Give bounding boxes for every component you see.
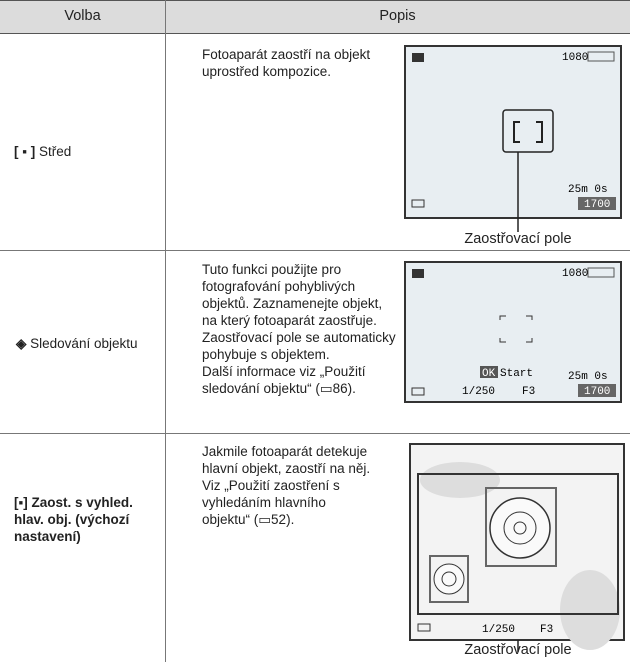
indicator: F3 bbox=[522, 386, 535, 398]
reference: Viz „Použití zaostření s vyhledáním hlav… bbox=[202, 478, 340, 527]
column-divider bbox=[165, 0, 166, 662]
description-text: Jakmile fotoaparát detekuje hlavní objek… bbox=[202, 444, 371, 476]
reference: ). bbox=[347, 381, 356, 396]
option-text: Sledování objektu bbox=[30, 336, 138, 351]
indicator: 25m 0s bbox=[568, 371, 608, 383]
caption: Zaostřovací pole bbox=[464, 231, 572, 247]
camera-screen: 1080 OK Start 25m 0s 1/250 F3 1700 bbox=[404, 261, 622, 403]
indicator: F3 bbox=[540, 624, 553, 636]
reference: ). bbox=[286, 512, 295, 527]
row-divider bbox=[0, 433, 630, 434]
option-text: Střed bbox=[39, 144, 72, 159]
option: [▪] Zaost. s vyhled. hlav. obj. (výchozí… bbox=[14, 495, 133, 544]
indicator: Start bbox=[500, 368, 533, 380]
description: Fotoaparát zaostří na objekt uprostřed k… bbox=[202, 47, 371, 79]
camera-screen: 1/250 F3 bbox=[409, 443, 625, 652]
indicator: 1/250 bbox=[462, 386, 495, 398]
description-text: Tuto funkci použijte pro fotografování p… bbox=[202, 262, 396, 362]
header-cell: Popis bbox=[379, 8, 416, 24]
reference: Další informace viz „Použití sledování o… bbox=[202, 364, 366, 396]
page-ref: 86 bbox=[332, 381, 348, 396]
row-divider bbox=[0, 250, 630, 251]
indicator: 1080 bbox=[562, 52, 588, 64]
description: Tuto funkci použijte pro fotografování p… bbox=[202, 262, 396, 396]
indicator: 1700 bbox=[584, 199, 610, 211]
camera-screen: 1080 25m 0s 1700 bbox=[404, 45, 622, 232]
indicator: 25m 0s bbox=[568, 184, 608, 196]
option: [ ▪ ] Střed bbox=[14, 144, 72, 159]
option-text: Zaost. s vyhled. hlav. obj. (výchozí nas… bbox=[14, 495, 133, 544]
indicator: 1/250 bbox=[482, 624, 515, 636]
header-cell: Volba bbox=[64, 8, 101, 24]
indicator: OK bbox=[482, 368, 496, 380]
indicator: 1700 bbox=[584, 386, 610, 398]
caption: Zaostřovací pole bbox=[464, 642, 572, 658]
indicator: 1080 bbox=[562, 268, 588, 280]
option: ◈ Sledování objektu bbox=[16, 336, 138, 351]
header bbox=[0, 0, 630, 34]
page-ref: 52 bbox=[271, 512, 287, 527]
description: Jakmile fotoaparát detekuje hlavní objek… bbox=[202, 444, 371, 527]
